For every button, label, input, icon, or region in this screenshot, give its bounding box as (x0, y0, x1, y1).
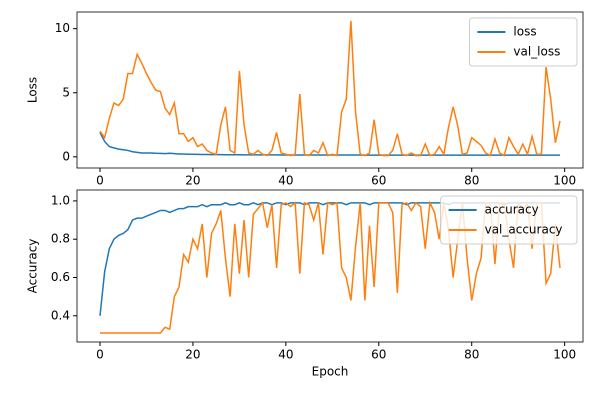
legend-label: accuracy (485, 203, 539, 217)
x-tick-label: 100 (553, 348, 576, 362)
x-tick-label: 60 (371, 174, 386, 188)
x-tick-label: 20 (185, 348, 200, 362)
axes-frame (76, 11, 584, 169)
legend-label: loss (513, 25, 536, 39)
axes-frame (76, 189, 584, 343)
y-tick-label: 10 (55, 21, 70, 35)
x-tick-label: 0 (96, 348, 104, 362)
y-axis-label: Loss (26, 77, 40, 103)
y-tick-label: 0.8 (51, 232, 70, 246)
x-tick-label: 0 (96, 174, 104, 188)
legend-label: val_loss (513, 45, 560, 59)
x-tick-label: 80 (464, 174, 479, 188)
series-line (99, 20, 561, 157)
legend-box (468, 17, 578, 67)
x-tick-label: 20 (185, 174, 200, 188)
x-tick-label: 60 (371, 348, 386, 362)
y-tick-label: 0.6 (51, 270, 70, 284)
y-tick-label: 0 (62, 149, 70, 163)
y-tick-label: 1.0 (51, 193, 70, 207)
x-tick-label: 40 (278, 174, 293, 188)
y-tick-label: 0.4 (51, 308, 70, 322)
legend-label: val_accuracy (485, 223, 563, 237)
y-axis-label: Accuracy (26, 239, 40, 294)
x-axis-label: Epoch (312, 365, 349, 379)
legend-box (440, 195, 578, 245)
y-tick-label: 5 (62, 85, 70, 99)
x-tick-label: 40 (278, 348, 293, 362)
x-tick-label: 80 (464, 348, 479, 362)
x-tick-label: 100 (553, 174, 576, 188)
